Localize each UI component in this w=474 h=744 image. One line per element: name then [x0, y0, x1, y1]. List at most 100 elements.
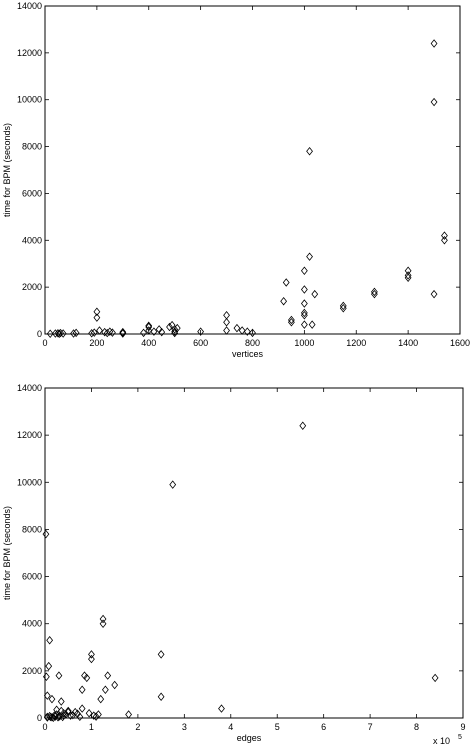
x-tick-label: 1200: [346, 338, 366, 348]
data-point: [430, 97, 438, 107]
y-tick-label: 6000: [22, 188, 42, 198]
data-point: [166, 322, 173, 332]
x-tick-label: 600: [193, 338, 208, 348]
data-point: [311, 289, 319, 299]
x-tick-label: 2: [135, 722, 140, 732]
data-point: [404, 271, 412, 280]
data-point: [104, 671, 112, 680]
x-tick-label: 1000: [294, 338, 314, 348]
data-point: [404, 273, 412, 283]
x-tick-label: 1: [89, 722, 94, 732]
data-point: [101, 685, 109, 694]
data-point: [72, 328, 80, 338]
data-point: [371, 287, 378, 297]
x-tick-label: 4: [228, 722, 233, 732]
data-point: [70, 329, 77, 338]
data-point: [197, 327, 205, 336]
data-point: [92, 712, 100, 721]
data-point: [288, 315, 295, 325]
data-point: [42, 529, 50, 539]
data-point: [300, 308, 308, 318]
data-point: [99, 619, 107, 628]
y-tick-label: 12000: [17, 48, 42, 58]
y-tick-label: 0: [37, 713, 42, 723]
data-point: [431, 673, 439, 683]
data-point: [339, 301, 347, 311]
data-point: [103, 328, 111, 338]
data-point: [119, 329, 127, 338]
data-point: [99, 614, 107, 624]
data-point: [78, 685, 86, 694]
y-tick-label: 6000: [22, 572, 42, 582]
data-point: [218, 704, 225, 713]
data-point: [404, 266, 412, 275]
data-point: [109, 328, 116, 337]
x-tick-label: 5: [275, 722, 280, 732]
data-point: [171, 328, 179, 338]
data-point: [97, 694, 105, 704]
data-point: [280, 296, 288, 306]
x-axis-label: edges: [237, 733, 262, 743]
data-point: [54, 713, 62, 722]
data-point: [96, 326, 103, 335]
data-point: [171, 325, 179, 334]
x-tick-label: 0: [42, 338, 47, 348]
data-point: [223, 326, 230, 335]
data-point: [76, 712, 84, 722]
data-point: [371, 289, 378, 299]
data-point: [46, 635, 54, 645]
data-point: [88, 650, 95, 659]
plot-frame: [44, 5, 461, 335]
data-point: [300, 311, 308, 320]
y-tick-label: 0: [37, 329, 42, 339]
data-point: [46, 329, 54, 339]
data-point: [95, 710, 102, 719]
data-point: [57, 328, 64, 338]
x-tick-label: 1400: [398, 338, 418, 348]
data-point: [223, 318, 230, 327]
data-point: [57, 697, 65, 706]
data-point: [78, 704, 86, 713]
data-point: [300, 266, 308, 275]
data-point: [158, 327, 166, 337]
data-point: [306, 252, 313, 261]
data-point: [55, 671, 63, 680]
data-point: [145, 326, 153, 335]
data-point: [71, 707, 79, 717]
data-point: [145, 321, 153, 331]
chart-2: 0 1 2 3 4 5 6 7 8 9 0 2000 4000 6000 8000 10000 12000 140…: [2, 383, 466, 744]
data-point: [111, 680, 119, 690]
data-point: [288, 318, 295, 327]
data-point: [299, 421, 307, 430]
data-point: [430, 39, 438, 48]
data-point: [85, 709, 93, 718]
y-tick-label: 2000: [22, 666, 42, 676]
data-point: [90, 328, 98, 337]
data-point: [300, 285, 308, 294]
data-point: [238, 326, 246, 335]
data-point: [54, 329, 62, 338]
x-tick-label: 3: [182, 722, 187, 732]
x-tick-label: 9: [460, 722, 465, 732]
data-point: [223, 311, 230, 320]
data-point: [48, 713, 56, 722]
data-point: [140, 328, 147, 338]
y-tick-label: 14000: [17, 383, 42, 393]
data-point: [45, 661, 53, 671]
data-point: [150, 327, 158, 336]
y-tick-label: 14000: [17, 1, 42, 11]
x-tick-label: 200: [89, 338, 104, 348]
y-tick-label: 2000: [22, 282, 42, 292]
data-point: [83, 673, 91, 683]
y-tick-label: 10000: [17, 95, 42, 105]
y-axis-label: time for BPM (seconds): [2, 506, 12, 600]
data-point: [119, 327, 127, 337]
data-point: [62, 710, 70, 719]
x-tick-label: 400: [141, 338, 156, 348]
data-point: [249, 328, 256, 338]
x-tick-label: 0: [42, 722, 47, 732]
y-tick-label: 8000: [22, 142, 42, 152]
data-point: [441, 236, 448, 245]
data-point: [300, 320, 308, 329]
